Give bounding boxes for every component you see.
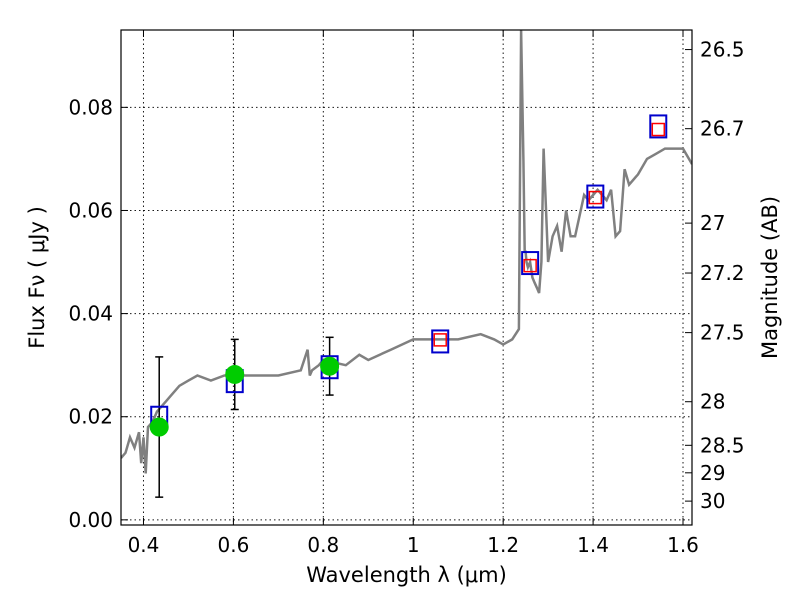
observed-point <box>320 356 340 376</box>
magnitude-tick-label: 30 <box>700 489 725 513</box>
y-tick-label: 0.08 <box>68 95 113 119</box>
y-tick-label: 0.02 <box>68 405 113 429</box>
magnitude-tick-label: 28 <box>700 390 725 414</box>
model-photometry-marker <box>431 329 450 354</box>
tick-layer <box>121 30 692 525</box>
grid <box>121 30 692 525</box>
x-tick-label: 0.4 <box>128 533 160 557</box>
observed-point <box>225 364 245 384</box>
model-photometry-inner-marker <box>588 190 603 205</box>
marker-layer <box>149 114 668 498</box>
x-tick-label: 1.6 <box>667 533 699 557</box>
y-tick-label: 0.06 <box>68 198 113 222</box>
x-tick-label: 1.2 <box>487 533 519 557</box>
spectrum-line <box>121 30 692 474</box>
y-axis-title: Flux Fν ( μJy ) <box>25 206 49 349</box>
x-tick-label: 1 <box>407 533 420 557</box>
magnitude-tick-label: 27.5 <box>700 321 745 345</box>
magnitude-axis-title: Magnitude (AB) <box>758 196 782 359</box>
observed-point <box>149 417 169 437</box>
magnitude-tick-label: 29 <box>700 461 725 485</box>
magnitude-tick-label: 27 <box>700 211 725 235</box>
model-photometry-marker <box>521 251 540 276</box>
model-photometry-inner-marker <box>523 258 537 273</box>
magnitude-tick-label: 26.7 <box>700 117 745 141</box>
model-photometry-inner-marker <box>651 122 666 137</box>
plot-frame <box>120 29 693 526</box>
spectrum-layer <box>121 30 692 474</box>
magnitude-tick-label: 27.2 <box>700 261 745 285</box>
model-photometry-marker <box>649 114 668 139</box>
y-tick-label: 0.04 <box>68 302 113 326</box>
magnitude-tick-label: 28.5 <box>700 433 745 457</box>
x-tick-label: 0.6 <box>217 533 249 557</box>
x-axis-title: Wavelength λ (μm) <box>306 563 507 587</box>
x-tick-label: 0.8 <box>307 533 339 557</box>
magnitude-tick-label: 26.5 <box>700 38 745 62</box>
model-photometry-inner-marker <box>433 333 447 347</box>
label-layer: 0.4 0.6 0.8 1 1.2 1.4 1.6 0.00 0.02 0.04 0.06 0.08 2… <box>68 38 744 557</box>
model-photometry-marker <box>586 184 605 209</box>
x-tick-label: 1.4 <box>577 533 609 557</box>
y-tick-label: 0.00 <box>68 508 113 532</box>
